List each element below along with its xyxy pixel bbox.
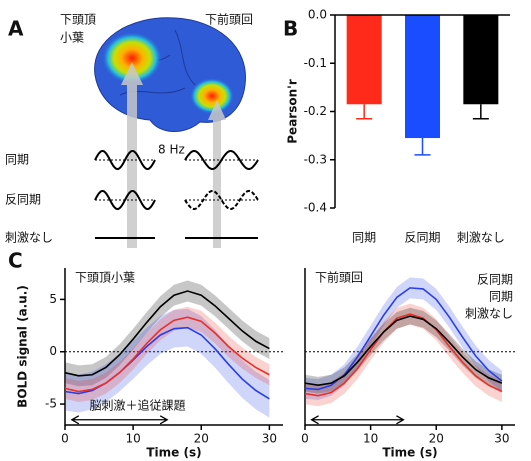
y-axis-label: Pearson'r xyxy=(286,79,300,144)
y-axis-label: BOLD signal (a.u.) xyxy=(16,285,30,408)
x-tick-label: 30 xyxy=(262,432,277,446)
x-tick-label: 20 xyxy=(194,432,209,446)
y-tick-label: -0.3 xyxy=(304,152,327,166)
error-bar xyxy=(473,104,489,118)
panel-label: B xyxy=(283,17,298,41)
y-tick-label: -0.4 xyxy=(304,201,327,215)
x-tick-label: 反同期 xyxy=(404,231,440,245)
bar xyxy=(347,15,382,104)
x-tick-label: 10 xyxy=(363,432,378,446)
region-label: 小葉 xyxy=(60,31,84,45)
y-tick-label: 0 xyxy=(49,344,57,358)
error-bar xyxy=(415,138,431,155)
y-tick-label: 5 xyxy=(49,292,57,306)
x-tick-label: 0 xyxy=(61,432,69,446)
chart-title: 下前頭回 xyxy=(315,270,363,285)
panel-label: A xyxy=(8,17,24,41)
x-tick-label: 0 xyxy=(301,432,309,446)
y-tick-label: -0.2 xyxy=(304,104,327,118)
condition-label: 同期 xyxy=(5,153,29,167)
region-label: 下前頭回 xyxy=(205,12,253,27)
frequency-label: 8 Hz xyxy=(158,143,185,157)
bar xyxy=(463,15,498,104)
y-tick-label: 0.0 xyxy=(308,8,327,22)
condition-label: 刺激なし xyxy=(5,231,53,245)
region-label: 下頭頂 xyxy=(60,13,96,27)
x-tick-label: 同期 xyxy=(352,231,376,245)
figure: A B C 下頭頂 小葉 下前頭回 8 Hz 同期反同期刺激なし0.0-0.1-… xyxy=(0,0,531,461)
x-tick-label: 20 xyxy=(429,432,444,446)
y-tick-label: -0.1 xyxy=(304,56,327,70)
annotation-arrow xyxy=(312,416,404,424)
panel-label: C xyxy=(8,249,23,273)
error-bar xyxy=(356,104,372,118)
legend-label: 反同期 xyxy=(477,273,513,287)
wave xyxy=(185,151,258,169)
x-axis-label: Time (s) xyxy=(382,446,437,460)
condition-label: 反同期 xyxy=(5,193,41,207)
y-tick-label: -5 xyxy=(45,397,57,411)
x-tick-label: 刺激なし xyxy=(457,231,505,245)
bar xyxy=(405,15,440,138)
x-tick-label: 10 xyxy=(125,432,140,446)
annotation-arrow xyxy=(72,416,167,424)
legend-label: 同期 xyxy=(489,290,513,304)
x-axis-label: Time (s) xyxy=(146,446,201,460)
legend-label: 刺激なし xyxy=(465,307,513,321)
annotation-text: 脳刺激＋追従課題 xyxy=(89,397,185,412)
activation xyxy=(190,78,234,114)
x-tick-label: 30 xyxy=(494,432,509,446)
chart-title: 下頭頂小葉 xyxy=(75,271,135,285)
